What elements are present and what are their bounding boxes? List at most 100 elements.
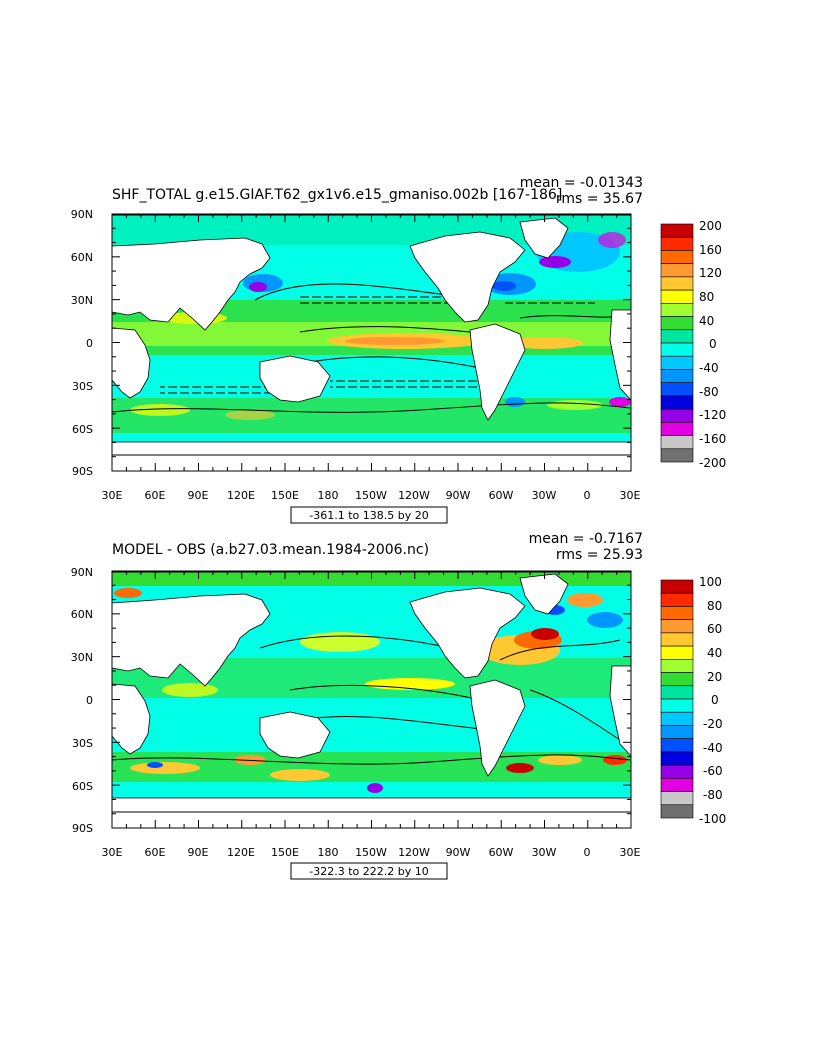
panel-1-so-patch-2 — [225, 410, 275, 420]
panel-1-land-sa — [469, 323, 526, 421]
panel-1-hatch-north-pacific — [300, 292, 475, 306]
panel-1-legend-swatch — [660, 435, 694, 450]
panel-2-legend-label: -60 — [703, 764, 723, 778]
panel-1-rms: rms = 35.67 — [556, 191, 643, 207]
panel-1-lon-label: 150W — [355, 489, 387, 502]
panel-2-lat-label: 90S — [72, 822, 93, 835]
panel-2-lon-label: 150E — [271, 846, 299, 859]
panel-2-lon-labels: 30E 60E 90E 120E 150E 180 150W 120W 90W … — [102, 846, 641, 859]
panel-1-land-greenland — [519, 217, 569, 259]
panel-2-legend-swatch — [660, 659, 694, 673]
panel-1-lat-label: 90N — [71, 208, 93, 221]
panel-1-contour-eq — [299, 326, 481, 334]
panel-1-land-australia — [259, 355, 331, 403]
panel-1-lat-label: 60S — [72, 423, 93, 436]
panel-2-legend-swatch — [660, 711, 694, 726]
panel-1-legend-swatch — [660, 263, 694, 278]
panel-1-land-antarctica — [111, 441, 632, 456]
panel-1-lon-label: 120E — [227, 489, 255, 502]
panel-2-legend — [660, 579, 694, 819]
panel-1-agulhas — [609, 397, 631, 407]
panel-1-legend-swatch — [660, 303, 694, 317]
panel-1-legend-swatch — [660, 369, 694, 383]
panel-2-legend-swatch — [660, 619, 694, 634]
panel-1-legend-swatch — [660, 316, 694, 331]
panel-2-contour-satl — [529, 689, 621, 741]
panel-2-legend-swatch — [660, 804, 694, 819]
panel-1-legend-swatch — [660, 223, 694, 238]
panel-2-contour-n — [259, 635, 461, 651]
panel-2-land-greenland — [519, 573, 569, 615]
panel-1-lon-label: 180 — [318, 489, 339, 502]
panel-1-range-label: -361.1 to 138.5 by 20 — [309, 509, 428, 522]
panel-2-lon-label: 120E — [227, 846, 255, 859]
panel-1-labrador — [539, 256, 571, 268]
panel-2-brazil-malvinas — [506, 763, 534, 773]
panel-2-legend-swatch — [660, 764, 694, 779]
panel-2-legend-swatch — [660, 698, 694, 713]
panel-2-indian-warm — [162, 683, 218, 697]
panel-1-ticks — [111, 213, 632, 472]
panel-2-gulf-peak — [531, 628, 559, 640]
panel-1-lat-label: 0 — [86, 337, 93, 350]
panel-1-legend-label: -40 — [699, 361, 719, 375]
panel-2-land-na — [409, 587, 526, 679]
panel-2-so-cold-1 — [367, 783, 383, 793]
panel-1-legend-swatch — [660, 342, 694, 357]
panel-2-lat-label: 60S — [72, 780, 93, 793]
panel-2-legend-label: -100 — [699, 812, 726, 826]
panel-1-lon-label: 90W — [446, 489, 471, 502]
panel-2-range-box: -322.3 to 222.2 by 10 — [290, 862, 448, 880]
panel-2-contour-so — [111, 754, 631, 765]
panel-2-legend-label: 60 — [707, 622, 722, 636]
panel-1-legend-swatch — [660, 448, 694, 463]
panel-1-lon-label: 30E — [620, 489, 641, 502]
panel-2-sa-warm — [538, 755, 582, 765]
panel-1-contour-so — [111, 402, 631, 413]
panel-2-land-eurasia — [111, 593, 271, 687]
panel-2-range-frame — [290, 862, 448, 880]
panel-1-lat-label: 60N — [71, 251, 93, 264]
panel-1-lon-label: 90E — [188, 489, 209, 502]
panel-1-legend — [660, 223, 694, 463]
panel-2-nordic-warm — [567, 593, 603, 607]
panel-2-legend-label: 100 — [699, 575, 722, 589]
panel-1-legend-swatch — [660, 250, 694, 264]
panel-2-lon-label: 120W — [398, 846, 430, 859]
panel-2-contour-eq — [289, 685, 481, 701]
panel-1-legend-label: 160 — [699, 243, 722, 257]
panel-1-lat-label: 30S — [72, 380, 93, 393]
panel-2-lon-label: 30E — [102, 846, 123, 859]
panel-1-land-na — [409, 231, 526, 323]
panel-2-lat-label: 30N — [71, 651, 93, 664]
panel-1-lon-label: 150E — [271, 489, 299, 502]
panel-1-brazil — [505, 397, 525, 407]
panel-1-pacific-warm-core — [345, 337, 445, 345]
panel-1-legend-label: -120 — [699, 408, 726, 422]
panel-1-legend-label: -200 — [699, 456, 726, 470]
panel-2-legend-swatch — [660, 685, 694, 700]
panel-2-lat-label: 90N — [71, 566, 93, 579]
panel-2-legend-label: 0 — [711, 693, 719, 707]
panel-1-legend-swatch — [660, 355, 694, 370]
panel-2-legend-swatch — [660, 632, 694, 647]
panel-1-so-patch-1 — [130, 404, 190, 416]
panel-2-lon-label: 90W — [446, 846, 471, 859]
panel-1-nordic — [598, 232, 626, 248]
panel-1-legend-swatch — [660, 422, 694, 436]
panel-1-lon-label: 30W — [532, 489, 557, 502]
panel-2-ticks — [111, 570, 632, 829]
panel-2-so-warm-2 — [270, 769, 330, 781]
panel-1-title: SHF_TOTAL g.e15.GIAF.T62_gx1v6.e15_gmani… — [112, 187, 562, 203]
panel-2-rms: rms = 25.93 — [556, 547, 643, 563]
panel-2-so-cold-2 — [147, 762, 163, 768]
panel-2-arctic-warm — [114, 588, 142, 598]
panel-1-mean: mean = -0.01343 — [520, 175, 643, 191]
panel-1: SHF_TOTAL g.e15.GIAF.T62_gx1v6.e15_gmani… — [71, 175, 726, 524]
panel-1-lat-label: 90S — [72, 465, 93, 478]
panel-1-range-frame — [290, 506, 448, 524]
panel-2-lon-label: 150W — [355, 846, 387, 859]
panel-2-range-label: -322.3 to 222.2 by 10 — [309, 865, 428, 878]
panel-2-lon-label: 60W — [489, 846, 514, 859]
panel-2-legend-label: 80 — [707, 599, 722, 613]
